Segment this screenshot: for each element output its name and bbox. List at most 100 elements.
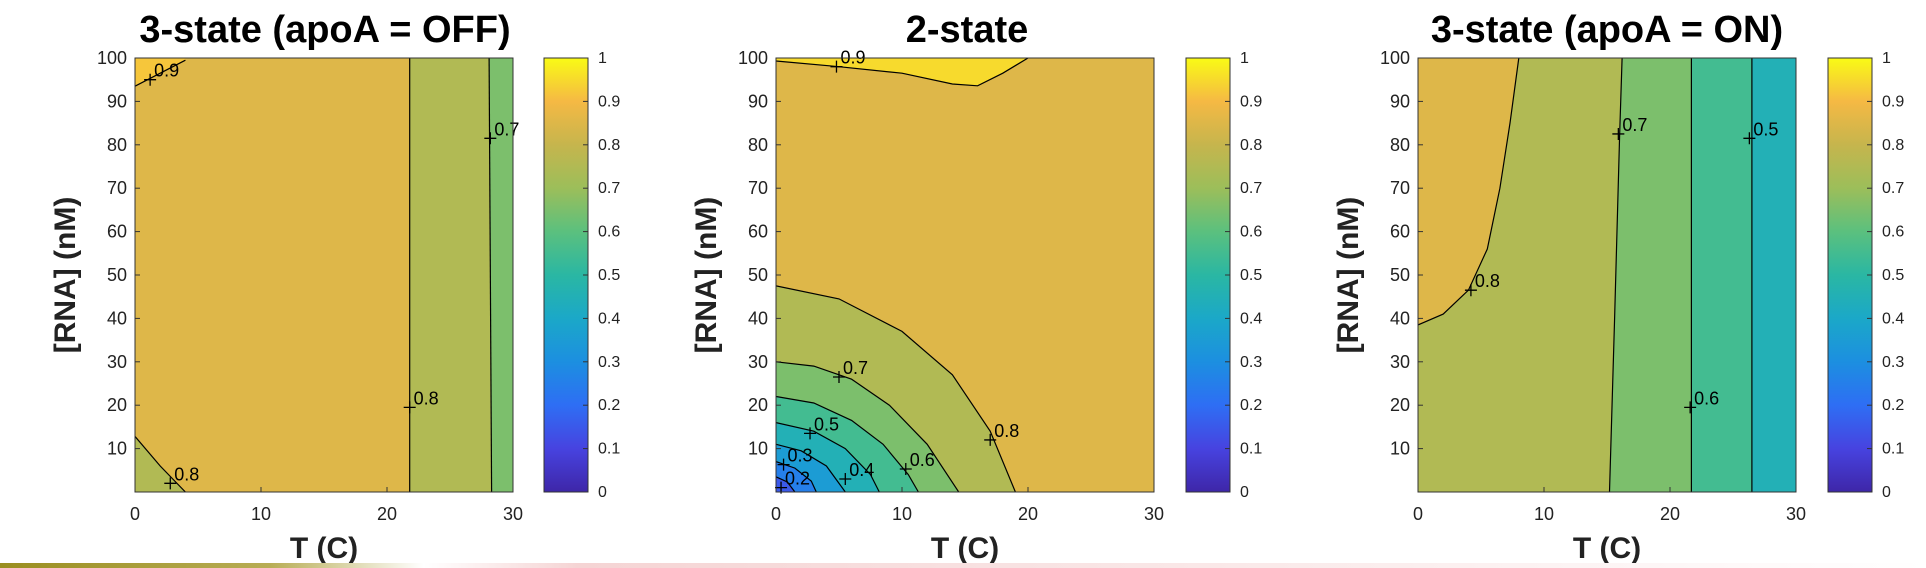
colorbar-tick-label: 0.9 [1882, 93, 1904, 110]
chart-panel-b: 0.90.80.70.60.50.40.30.20 10 20 30102030405… [690, 9, 1262, 565]
colorbar-tick-label: 0.1 [1240, 441, 1262, 458]
y-tick-label: 40 [107, 308, 127, 328]
colorbar-tick-label: 1 [1882, 50, 1891, 67]
colorbar-tick-label: 0.1 [1882, 441, 1904, 458]
contour-label-marker [403, 401, 416, 414]
contour-line [1608, 58, 1623, 492]
y-tick-label: 60 [1390, 222, 1410, 242]
contour-label: 0.8 [414, 388, 439, 408]
y-tick-label: 20 [1390, 395, 1410, 415]
y-tick-label: 100 [97, 48, 127, 68]
x-axis-label: T (C) [931, 532, 999, 565]
contour-label: 0.6 [910, 450, 935, 470]
colorbar-tick-label: 0.9 [598, 93, 620, 110]
colorbar-tick-label: 0.2 [598, 397, 620, 414]
x-tick-label: 30 [503, 504, 523, 524]
colorbar-tick-label: 0.7 [1240, 180, 1262, 197]
x-tick-label: 20 [377, 504, 397, 524]
contour-line [776, 361, 960, 492]
contour-label-marker [804, 427, 817, 440]
contour-line [488, 58, 493, 492]
y-tick-label: 40 [748, 308, 768, 328]
x-tick-label: 10 [251, 504, 271, 524]
contour-fill-region [135, 436, 186, 492]
colorbar-tick-label: 0.6 [598, 224, 620, 241]
x-axis-label: T (C) [1573, 532, 1641, 565]
colorbar-tick-label: 0.2 [1240, 397, 1262, 414]
y-tick-label: 70 [748, 178, 768, 198]
colorbar-tick-label: 0.2 [1882, 397, 1904, 414]
colorbar-tick-label: 1 [598, 50, 607, 67]
colorbar-tick-label: 0.8 [1882, 137, 1904, 154]
y-tick-label: 30 [107, 352, 127, 372]
contour-label-marker [984, 433, 997, 446]
contour-label: 0.8 [174, 464, 199, 484]
chart-title: 3-state (apoA = ON) [1431, 9, 1783, 51]
contour-line [135, 59, 186, 87]
colorbar-tick-label: 0.4 [598, 310, 620, 327]
contour-label: 0.6 [1694, 388, 1719, 408]
y-tick-label: 70 [107, 178, 127, 198]
y-tick-label: 30 [1390, 352, 1410, 372]
y-tick-label: 100 [738, 48, 768, 68]
colorbar-tick-label: 0.8 [598, 137, 620, 154]
y-tick-label: 10 [107, 439, 127, 459]
contour-label: 0.8 [1475, 271, 1500, 291]
contour-label: 0.7 [1622, 115, 1647, 135]
y-tick-label: 10 [748, 439, 768, 459]
contour-label: 0.5 [1753, 119, 1778, 139]
x-tick-label: 10 [892, 504, 912, 524]
x-tick-label: 0 [1413, 504, 1423, 524]
contour-label-marker [164, 477, 177, 490]
contour-label: 0.9 [154, 61, 179, 81]
chart-title: 2-state [906, 9, 1029, 51]
contour-label-marker [1743, 132, 1756, 145]
colorbar-tick-label: 1 [1240, 50, 1249, 67]
colorbar-tick-label: 0.6 [1240, 224, 1262, 241]
y-tick-label: 50 [1390, 265, 1410, 285]
x-tick-label: 20 [1018, 504, 1038, 524]
plot-area [1418, 58, 1796, 492]
contour-label: 0.4 [849, 460, 874, 480]
chart-title: 3-state (apoA = OFF) [139, 9, 510, 51]
plot-area [776, 58, 1154, 492]
y-tick-label: 90 [748, 91, 768, 111]
colorbar-tick-label: 0 [1882, 484, 1891, 501]
y-tick-label: 80 [107, 135, 127, 155]
x-tick-label: 20 [1660, 504, 1680, 524]
contour-line [776, 443, 846, 492]
colorbar-tick-label: 0.5 [598, 267, 620, 284]
contour-line [135, 436, 186, 492]
y-tick-label: 100 [1380, 48, 1410, 68]
contour-label-marker [144, 73, 157, 86]
contour-line [1418, 58, 1520, 326]
colorbar-tick-label: 0.3 [1882, 354, 1904, 371]
contour-label-marker [1612, 127, 1625, 140]
x-tick-label: 0 [771, 504, 781, 524]
colorbar-tick-label: 0 [1240, 484, 1249, 501]
colorbar-tick-label: 0.7 [598, 180, 620, 197]
contour-label: 0.7 [494, 119, 519, 139]
contour-fill-region [409, 58, 492, 492]
contour-fill-region [1418, 58, 1519, 325]
x-tick-label: 0 [130, 504, 140, 524]
y-tick-label: 80 [748, 135, 768, 155]
colorbar-tick-label: 0.4 [1882, 310, 1904, 327]
cropped-strip [0, 563, 1926, 568]
y-tick-label: 20 [748, 395, 768, 415]
contour-line [776, 476, 796, 492]
y-tick-label: 60 [107, 222, 127, 242]
contour-line [776, 395, 919, 492]
colorbar-tick-label: 0.5 [1882, 267, 1904, 284]
colorbar [1827, 57, 1873, 493]
colorbar-tick-label: 0.7 [1882, 180, 1904, 197]
y-tick-label: 70 [1390, 178, 1410, 198]
y-tick-label: 80 [1390, 135, 1410, 155]
colorbar-tick-label: 0.3 [1240, 354, 1262, 371]
plot-area [135, 58, 513, 492]
colorbar-tick-label: 0.1 [598, 441, 620, 458]
x-axis-label: T (C) [290, 532, 358, 565]
y-tick-label: 40 [1390, 308, 1410, 328]
y-tick-label: 50 [748, 265, 768, 285]
